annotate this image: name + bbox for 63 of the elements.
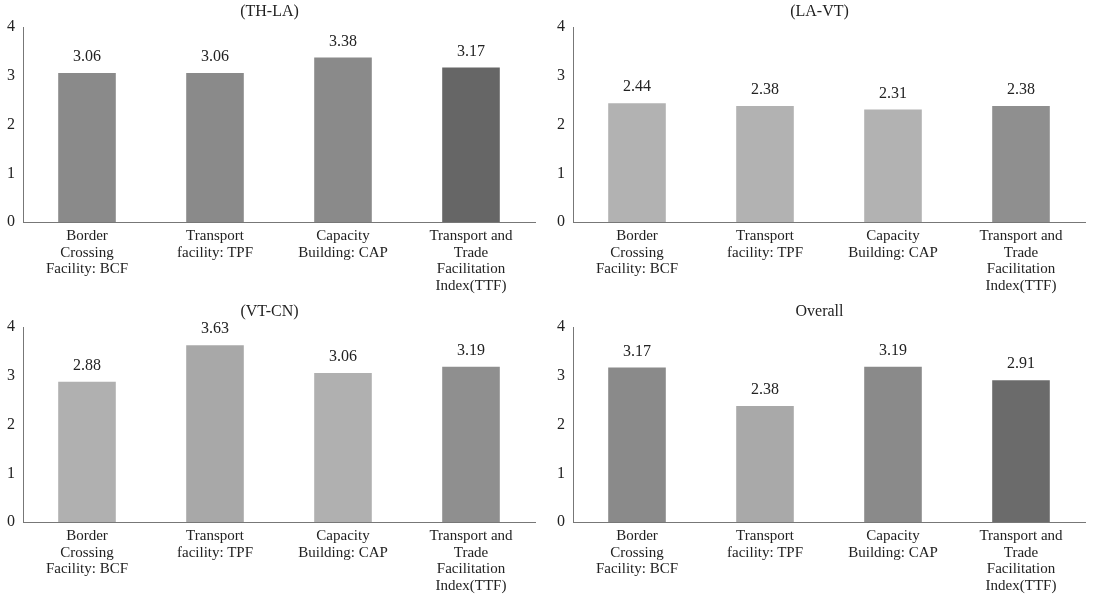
bar	[58, 381, 116, 522]
y-tick-label: 2	[7, 114, 15, 132]
y-tick-label: 3	[7, 366, 15, 384]
x-tick-label: Transport facility: TPF	[727, 227, 803, 260]
y-tick-label: 1	[7, 463, 15, 481]
bar	[864, 366, 922, 522]
x-tick-label: Transport and Trade Facilitation Index(TTF)	[429, 227, 514, 294]
data-label: 2.88	[73, 355, 101, 373]
y-tick-label: 4	[557, 17, 565, 35]
y-tick-label: 3	[7, 66, 15, 84]
y-tick-label: 1	[557, 163, 565, 181]
data-label: 3.06	[201, 47, 229, 65]
x-tick-label: Capacity Building: CAP	[298, 227, 388, 260]
y-tick-label: 2	[557, 114, 565, 132]
chart-title: (TH-LA)	[240, 1, 299, 20]
data-label: 3.17	[457, 41, 485, 59]
y-tick-label: 1	[7, 163, 15, 181]
x-tick-label: Transport and Trade Facilitation Index(TTF)	[429, 527, 514, 594]
data-label: 2.38	[1007, 80, 1035, 98]
y-tick-label: 2	[7, 414, 15, 432]
x-tick-label: Transport facility: TPF	[177, 227, 253, 260]
chart-title: Overall	[795, 301, 845, 319]
bar	[442, 366, 500, 522]
chart-title: (LA-VT)	[790, 1, 849, 20]
bar	[608, 367, 666, 522]
y-tick-label: 2	[557, 414, 565, 432]
y-tick-label: 3	[557, 66, 565, 84]
y-tick-label: 1	[557, 463, 565, 481]
y-tick-label: 0	[557, 212, 565, 230]
data-label: 3.19	[457, 340, 485, 358]
data-label: 3.19	[879, 340, 907, 358]
x-tick-label: Transport facility: TPF	[727, 527, 803, 560]
bar	[314, 372, 372, 522]
y-tick-label: 4	[7, 317, 15, 335]
x-tick-label: Capacity Building: CAP	[298, 527, 388, 560]
data-label: 2.38	[751, 380, 779, 398]
data-label: 2.44	[623, 77, 651, 95]
y-tick-label: 4	[557, 317, 565, 335]
x-tick-label: Transport and Trade Facilitation Index(TTF)	[979, 227, 1064, 294]
x-tick-label: Transport facility: TPF	[177, 527, 253, 560]
y-tick-label: 0	[7, 512, 15, 530]
x-tick-label: Border Crossing Facility: BCF	[595, 527, 679, 577]
data-label: 2.31	[879, 83, 907, 101]
data-label: 3.38	[329, 31, 357, 49]
data-label: 2.91	[1007, 354, 1035, 372]
bar	[736, 406, 794, 522]
chart-title: (VT-CN)	[240, 301, 299, 320]
y-tick-label: 0	[7, 212, 15, 230]
x-tick-label: Transport and Trade Facilitation Index(TTF)	[979, 527, 1064, 594]
data-label: 3.63	[201, 319, 229, 337]
data-label: 3.06	[329, 347, 357, 365]
y-tick-label: 0	[557, 512, 565, 530]
x-tick-label: Border Crossing Facility: BCF	[45, 227, 129, 277]
data-label: 2.38	[751, 80, 779, 98]
data-label: 3.17	[623, 341, 651, 359]
x-tick-label: Border Crossing Facility: BCF	[45, 527, 129, 577]
data-label: 3.06	[73, 47, 101, 65]
x-tick-label: Capacity Building: CAP	[848, 527, 938, 560]
y-tick-label: 4	[7, 17, 15, 35]
y-tick-label: 3	[557, 366, 565, 384]
x-tick-label: Border Crossing Facility: BCF	[595, 227, 679, 277]
bar	[186, 345, 244, 522]
x-tick-label: Capacity Building: CAP	[848, 227, 938, 260]
